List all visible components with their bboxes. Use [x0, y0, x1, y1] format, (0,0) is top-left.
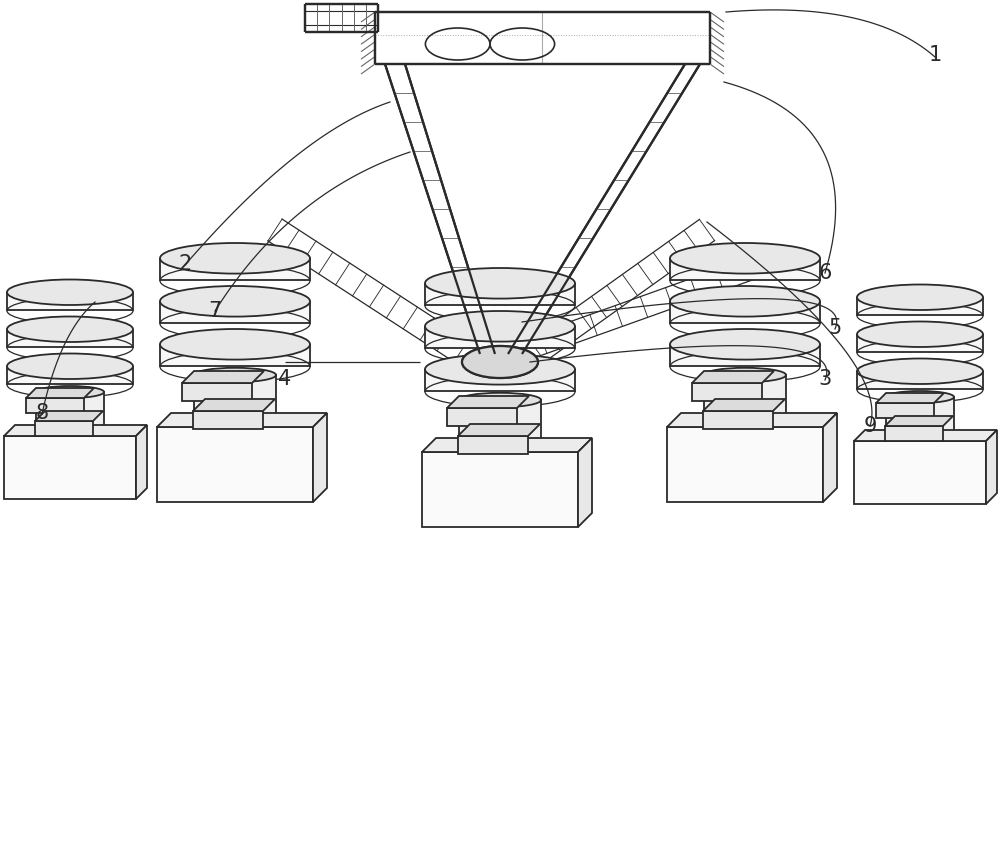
Ellipse shape	[7, 354, 133, 379]
Polygon shape	[876, 393, 944, 403]
Polygon shape	[35, 411, 103, 421]
Ellipse shape	[160, 286, 310, 317]
Ellipse shape	[670, 329, 820, 360]
Text: 6: 6	[818, 262, 832, 283]
Text: 5: 5	[828, 318, 842, 338]
Ellipse shape	[704, 368, 786, 383]
Polygon shape	[425, 371, 575, 391]
Polygon shape	[194, 375, 276, 425]
Polygon shape	[157, 427, 313, 502]
Polygon shape	[425, 327, 575, 348]
Polygon shape	[313, 413, 327, 502]
Polygon shape	[136, 425, 147, 499]
Polygon shape	[447, 396, 529, 408]
Polygon shape	[7, 293, 133, 310]
Polygon shape	[885, 416, 953, 426]
Polygon shape	[4, 425, 147, 436]
Polygon shape	[160, 259, 310, 279]
Polygon shape	[667, 427, 823, 502]
Polygon shape	[854, 430, 997, 441]
Polygon shape	[692, 383, 762, 401]
Text: 9: 9	[863, 416, 877, 436]
Polygon shape	[157, 413, 327, 427]
Polygon shape	[986, 430, 997, 504]
Ellipse shape	[475, 363, 525, 377]
Polygon shape	[193, 411, 263, 429]
Text: 7: 7	[208, 301, 222, 321]
Ellipse shape	[425, 311, 575, 342]
Text: 4: 4	[278, 369, 292, 389]
Polygon shape	[854, 441, 986, 504]
Polygon shape	[160, 345, 310, 366]
Polygon shape	[667, 413, 837, 427]
Polygon shape	[26, 388, 94, 398]
Polygon shape	[704, 375, 786, 425]
Polygon shape	[670, 345, 820, 366]
Polygon shape	[422, 438, 592, 452]
Ellipse shape	[670, 286, 820, 317]
Polygon shape	[876, 403, 934, 418]
Polygon shape	[447, 408, 517, 426]
Ellipse shape	[160, 329, 310, 360]
Ellipse shape	[7, 316, 133, 342]
Text: 3: 3	[818, 369, 832, 389]
Polygon shape	[670, 302, 820, 323]
Polygon shape	[670, 259, 820, 279]
Polygon shape	[459, 400, 541, 450]
Ellipse shape	[857, 285, 983, 310]
Polygon shape	[458, 436, 528, 454]
Polygon shape	[478, 370, 522, 372]
Polygon shape	[823, 413, 837, 502]
Polygon shape	[458, 424, 540, 436]
Ellipse shape	[160, 243, 310, 273]
Text: 1: 1	[928, 45, 942, 66]
Polygon shape	[703, 399, 785, 411]
Ellipse shape	[857, 359, 983, 384]
Polygon shape	[857, 335, 983, 352]
Polygon shape	[160, 302, 310, 323]
Polygon shape	[692, 371, 774, 383]
Ellipse shape	[857, 321, 983, 347]
Ellipse shape	[459, 393, 541, 407]
Polygon shape	[7, 330, 133, 347]
Polygon shape	[578, 438, 592, 527]
Ellipse shape	[425, 268, 575, 298]
Ellipse shape	[36, 386, 104, 398]
Polygon shape	[422, 452, 578, 527]
Polygon shape	[857, 372, 983, 389]
Polygon shape	[425, 285, 575, 305]
Ellipse shape	[462, 346, 538, 378]
Polygon shape	[193, 399, 275, 411]
Text: 8: 8	[35, 403, 49, 423]
Polygon shape	[703, 411, 773, 429]
Ellipse shape	[425, 354, 575, 384]
Ellipse shape	[670, 243, 820, 273]
Polygon shape	[35, 421, 93, 436]
Ellipse shape	[7, 279, 133, 305]
Ellipse shape	[462, 346, 538, 378]
Polygon shape	[36, 392, 104, 434]
Polygon shape	[26, 398, 84, 413]
Polygon shape	[885, 426, 943, 441]
Ellipse shape	[886, 391, 954, 403]
Polygon shape	[886, 397, 954, 439]
Polygon shape	[4, 436, 136, 499]
Text: 2: 2	[178, 254, 192, 274]
Polygon shape	[182, 371, 264, 383]
Polygon shape	[857, 298, 983, 315]
Polygon shape	[7, 367, 133, 384]
Polygon shape	[182, 383, 252, 401]
Ellipse shape	[194, 368, 276, 383]
